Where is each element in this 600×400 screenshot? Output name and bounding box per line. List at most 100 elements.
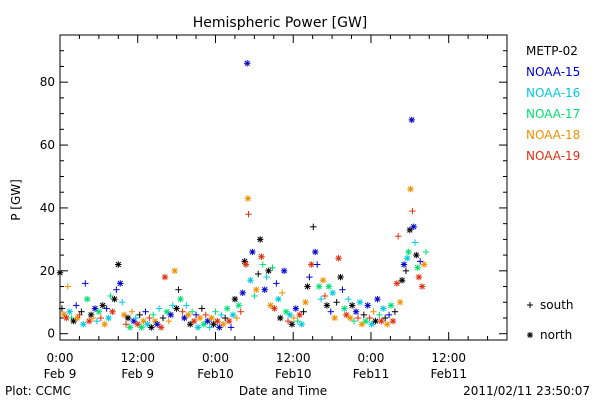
north-star-point bbox=[368, 321, 375, 328]
south-plus-point bbox=[422, 248, 430, 256]
x-tick-date-label: Feb 9 bbox=[44, 367, 77, 381]
north-star-point bbox=[348, 302, 356, 309]
y-tick-label: 60 bbox=[40, 138, 55, 152]
north-star-point bbox=[185, 311, 192, 319]
north-star-point bbox=[389, 317, 397, 325]
south-plus-point bbox=[360, 311, 368, 319]
north-star-point bbox=[405, 248, 412, 256]
x-tick-date-label: Feb10 bbox=[275, 367, 312, 381]
north-star-point bbox=[358, 321, 366, 328]
south-plus-point bbox=[284, 317, 292, 325]
south-plus-point bbox=[321, 292, 329, 300]
legend-entry: NOAA-15 bbox=[526, 65, 580, 79]
south-plus-point bbox=[150, 311, 157, 319]
plot-credit: Plot: CCMC bbox=[5, 384, 71, 398]
south-plus-point bbox=[202, 311, 209, 319]
north-star-point bbox=[286, 311, 294, 319]
south-plus-point bbox=[107, 292, 114, 300]
north-star-point bbox=[249, 248, 256, 256]
north-star-point bbox=[187, 321, 194, 328]
north-star-point bbox=[220, 321, 227, 328]
marker-legend-symbol bbox=[527, 332, 533, 338]
north-star-point bbox=[70, 317, 77, 325]
north-star-point bbox=[144, 321, 151, 328]
south-plus-point bbox=[155, 305, 163, 312]
north-star-point bbox=[420, 261, 428, 268]
north-star-point bbox=[304, 283, 311, 290]
north-star-point bbox=[404, 255, 411, 262]
legend-entry: NOAA-19 bbox=[526, 149, 580, 163]
south-plus-point bbox=[300, 308, 307, 315]
south-plus-point bbox=[327, 308, 334, 315]
north-star-point bbox=[208, 314, 215, 322]
south-plus-point bbox=[118, 299, 126, 306]
north-star-point bbox=[153, 321, 161, 328]
legend-entry: NOAA-17 bbox=[526, 107, 580, 121]
south-plus-point bbox=[179, 308, 186, 315]
south-plus-point bbox=[192, 311, 200, 319]
north-star-point bbox=[56, 269, 64, 276]
north-star-point bbox=[341, 305, 348, 312]
south-plus-point bbox=[146, 314, 153, 322]
north-star-point bbox=[372, 317, 379, 325]
x-tick-label: 12:00 bbox=[431, 351, 466, 365]
north-star-point bbox=[277, 314, 284, 322]
south-plus-point bbox=[206, 324, 213, 331]
south-plus-point bbox=[345, 295, 352, 303]
north-star-point bbox=[111, 295, 118, 303]
south-plus-point bbox=[394, 233, 402, 240]
south-plus-point bbox=[290, 314, 298, 322]
marker-legend-label: north bbox=[540, 328, 572, 342]
south-plus-point bbox=[255, 270, 262, 278]
north-star-point bbox=[95, 308, 103, 315]
north-star-point bbox=[298, 321, 305, 328]
north-star-point bbox=[352, 308, 360, 315]
north-star-point bbox=[244, 60, 251, 67]
north-star-point bbox=[117, 280, 124, 287]
south-plus-point bbox=[136, 311, 143, 319]
south-plus-point bbox=[376, 311, 383, 319]
x-tick-label: 0:00 bbox=[47, 351, 74, 365]
south-plus-point bbox=[416, 258, 424, 265]
south-plus-point bbox=[245, 211, 252, 218]
north-star-point bbox=[181, 314, 188, 322]
south-plus-point bbox=[350, 317, 358, 325]
south-plus-point bbox=[279, 289, 286, 297]
south-plus-point bbox=[175, 286, 182, 293]
north-star-point bbox=[244, 195, 252, 202]
plot-area-frame bbox=[59, 34, 508, 341]
north-star-point bbox=[319, 277, 327, 284]
south-plus-point bbox=[409, 207, 416, 215]
north-star-point bbox=[194, 324, 202, 331]
south-plus-point bbox=[385, 311, 393, 319]
north-star-point bbox=[261, 286, 268, 293]
legend-entry: NOAA-16 bbox=[526, 86, 580, 100]
north-star-point bbox=[331, 314, 338, 322]
north-star-point bbox=[362, 317, 369, 325]
south-plus-point bbox=[58, 305, 66, 312]
south-plus-point bbox=[113, 286, 120, 293]
north-star-point bbox=[231, 295, 239, 303]
north-star-point bbox=[337, 273, 344, 281]
north-star-point bbox=[302, 299, 309, 306]
north-star-point bbox=[335, 255, 342, 262]
north-star-point bbox=[418, 283, 426, 290]
marker-legend: south north bbox=[527, 298, 574, 342]
x-tick-date-label: Feb 9 bbox=[121, 367, 154, 381]
south-plus-point bbox=[354, 314, 362, 322]
north-star-point bbox=[296, 311, 303, 319]
north-star-point bbox=[413, 251, 420, 259]
north-star-point bbox=[210, 321, 217, 328]
north-star-point bbox=[247, 277, 254, 284]
north-star-point bbox=[271, 305, 278, 312]
x-tick-date-label: Feb10 bbox=[197, 367, 234, 381]
north-star-point bbox=[214, 317, 221, 325]
south-plus-point bbox=[370, 308, 377, 315]
north-star-point bbox=[134, 321, 141, 328]
north-star-point bbox=[157, 324, 165, 331]
south-plus-point bbox=[165, 317, 173, 325]
x-tick-label: 12:00 bbox=[276, 351, 311, 365]
north-star-point bbox=[280, 267, 288, 275]
y-tick-label: 20 bbox=[40, 264, 55, 278]
north-star-point bbox=[256, 236, 264, 243]
